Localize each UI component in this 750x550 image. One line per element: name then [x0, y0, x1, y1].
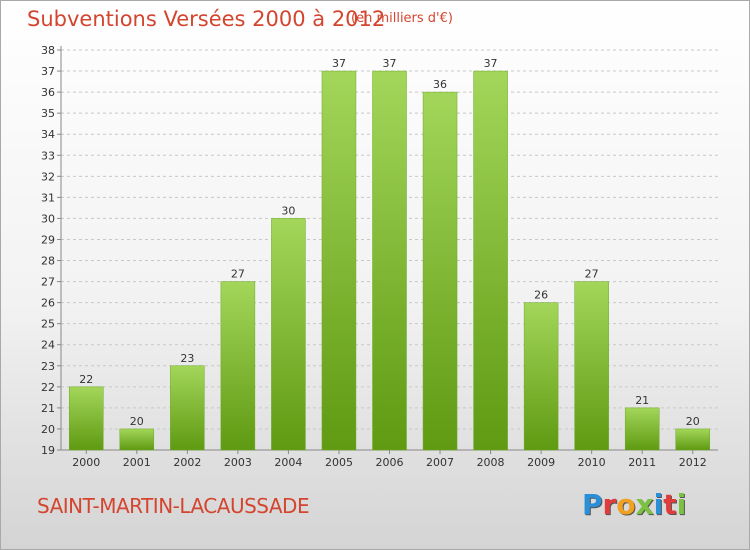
- proxiti-logo: Proxiti: [582, 488, 686, 521]
- y-tick-label: 20: [41, 423, 55, 436]
- commune-name: SAINT-MARTIN-LACAUSSADE: [37, 494, 310, 518]
- data-label-2009: 26: [534, 289, 548, 302]
- y-tick-label: 26: [41, 297, 55, 310]
- logo-letter: r: [602, 488, 617, 521]
- data-label-2005: 37: [332, 57, 346, 70]
- x-tick-label: 2003: [224, 456, 252, 469]
- y-tick-label: 38: [41, 44, 55, 57]
- data-label-2003: 27: [231, 268, 245, 281]
- bar-2005: [321, 70, 357, 451]
- y-tick-label: 25: [41, 318, 55, 331]
- y-tick-label: 33: [41, 149, 55, 162]
- y-tick-label: 30: [41, 212, 55, 225]
- data-label-2012: 20: [686, 415, 700, 428]
- y-tick-label: 19: [41, 444, 55, 457]
- y-tick-label: 32: [41, 170, 55, 183]
- x-tick-label: 2005: [325, 456, 353, 469]
- bars: [69, 70, 710, 451]
- logo-letter: i: [653, 488, 664, 521]
- data-label-2004: 30: [281, 204, 295, 217]
- x-tick-label: 2004: [274, 456, 302, 469]
- y-tick-label: 24: [41, 339, 55, 352]
- x-tick-label: 2006: [376, 456, 404, 469]
- y-tick-label: 29: [41, 233, 55, 246]
- logo-letter: x: [635, 488, 654, 521]
- data-label-2010: 27: [585, 268, 599, 281]
- bar-2003: [220, 281, 256, 451]
- y-tick-label: 23: [41, 360, 55, 373]
- logo-letter: t: [663, 488, 677, 521]
- x-tick-label: 2000: [72, 456, 100, 469]
- chart-unit-label: (en milliers d'€): [351, 11, 453, 26]
- bar-2008: [473, 70, 508, 451]
- y-tick-label: 28: [41, 255, 55, 268]
- logo-letter: P: [582, 488, 603, 521]
- data-labels: 22 20 23 27 30 37 37 36 37 26 27 21 20: [79, 57, 699, 428]
- data-label-2011: 21: [635, 394, 649, 407]
- x-tick-label: 2009: [527, 456, 555, 469]
- x-tick-label: 2008: [477, 456, 505, 469]
- x-tick-label: 2002: [173, 456, 201, 469]
- data-label-2002: 23: [180, 352, 194, 365]
- data-label-2007: 36: [433, 78, 447, 91]
- y-tick-label: 22: [41, 381, 55, 394]
- y-tick-label: 34: [41, 128, 55, 141]
- chart-title: Subventions Versées 2000 à 2012: [27, 7, 386, 31]
- y-tick-label: 31: [41, 191, 55, 204]
- y-tick-label: 35: [41, 107, 55, 120]
- bar-2009: [523, 302, 559, 451]
- x-tick-label: 2007: [426, 456, 454, 469]
- bar-2011: [624, 407, 660, 451]
- bar-2006: [372, 70, 407, 451]
- bar-2004: [271, 218, 306, 451]
- x-tick-label: 2001: [123, 456, 151, 469]
- y-tick-label: 21: [41, 402, 55, 415]
- logo-letter: i: [676, 488, 687, 521]
- bar-2010: [574, 281, 609, 451]
- data-label-2008: 37: [484, 57, 498, 70]
- bar-2002: [170, 365, 205, 451]
- x-tick-label: 2011: [628, 456, 656, 469]
- y-tick-label: 37: [41, 65, 55, 78]
- y-tick-label: 27: [41, 276, 55, 289]
- y-tick-label: 36: [41, 86, 55, 99]
- bar-2001: [119, 428, 155, 451]
- bar-2000: [69, 386, 104, 451]
- bar-2007: [422, 91, 458, 451]
- bar-2012: [675, 428, 710, 451]
- data-label-2006: 37: [383, 57, 397, 70]
- x-tick-label: 2012: [679, 456, 707, 469]
- logo-letter: o: [616, 488, 636, 521]
- data-label-2001: 20: [130, 415, 144, 428]
- x-tick-label: 2010: [578, 456, 606, 469]
- data-label-2000: 22: [79, 373, 93, 386]
